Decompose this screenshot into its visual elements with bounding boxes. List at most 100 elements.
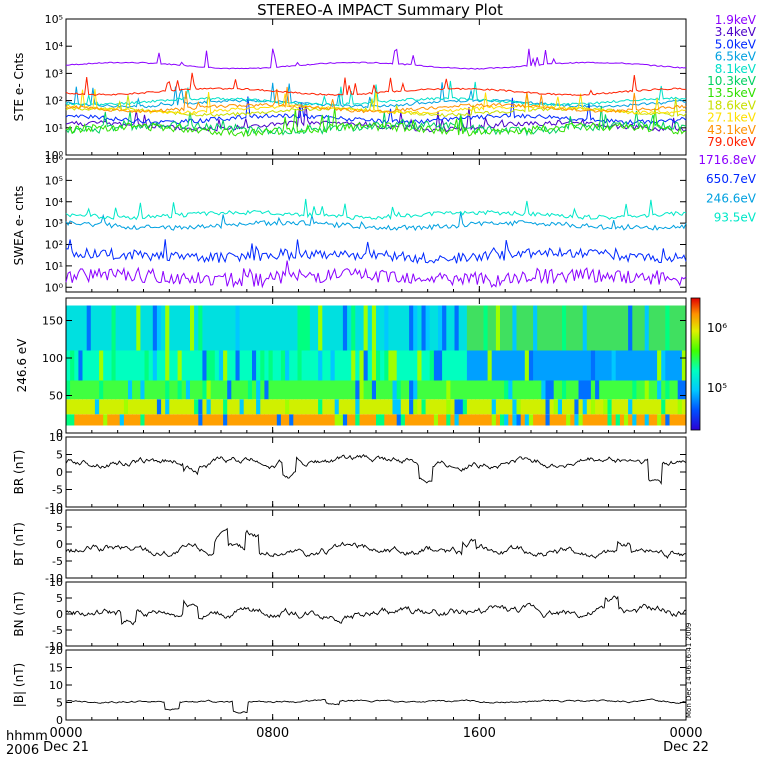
heatmap-cell bbox=[218, 350, 224, 381]
heatmap-cell bbox=[309, 305, 315, 351]
panel-swea: SWEA e- cnts 10⁰ 10¹ 10² 10³ 10⁴ 10⁵ 10⁶ bbox=[12, 153, 687, 294]
heatmap-cell bbox=[446, 399, 451, 415]
heatmap-cell bbox=[570, 305, 575, 351]
heatmap-cell bbox=[293, 305, 298, 351]
heatmap-cell bbox=[665, 414, 670, 426]
heatmap-cell bbox=[483, 414, 489, 426]
heatmap-cell bbox=[347, 399, 352, 415]
heatmap-cell bbox=[181, 414, 187, 426]
heatmap-cell bbox=[66, 380, 71, 400]
heatmap-cell bbox=[475, 350, 480, 381]
heatmap-cell bbox=[252, 305, 257, 351]
heatmap-cell bbox=[384, 380, 389, 400]
heatmap-cell bbox=[636, 414, 641, 426]
heatmap-cell bbox=[351, 350, 356, 381]
heatmap-cell bbox=[235, 399, 241, 415]
heatmap-cell bbox=[82, 305, 88, 351]
heatmap-cell bbox=[388, 414, 393, 426]
heatmap-cell bbox=[223, 399, 228, 415]
heatmap-cell bbox=[334, 350, 340, 381]
heatmap-cell bbox=[681, 380, 687, 400]
heatmap-cell bbox=[392, 305, 398, 351]
heatmap-cell bbox=[252, 414, 257, 426]
heatmap-cell bbox=[318, 350, 323, 381]
heatmap-cell bbox=[388, 350, 393, 381]
heatmap-cell bbox=[115, 414, 121, 426]
heatmap-cell bbox=[384, 399, 389, 415]
heatmap-cell bbox=[400, 414, 406, 426]
heatmap-cell bbox=[590, 380, 596, 400]
y-tick-label: 10⁰ bbox=[45, 149, 64, 162]
heatmap-cell bbox=[657, 399, 662, 415]
heatmap-cell bbox=[256, 399, 261, 415]
heatmap-cell bbox=[342, 380, 348, 400]
heatmap-cell bbox=[657, 414, 662, 426]
y-axis-label: BN (nT) bbox=[12, 591, 26, 636]
heatmap-cell bbox=[107, 414, 112, 426]
heatmap-cell bbox=[280, 399, 286, 415]
heatmap-cell bbox=[326, 414, 331, 426]
panel-frame bbox=[65, 649, 687, 721]
heatmap-cell bbox=[260, 380, 265, 400]
heatmap-cell bbox=[533, 414, 538, 426]
heatmap-cell bbox=[491, 350, 497, 381]
heatmap-cell bbox=[152, 380, 158, 400]
heatmap-cell bbox=[491, 305, 497, 351]
heatmap-cell bbox=[239, 350, 245, 381]
heatmap-cell bbox=[537, 399, 542, 415]
heatmap-cell bbox=[624, 305, 629, 351]
heatmap-cell bbox=[590, 305, 596, 351]
heatmap-cell bbox=[285, 380, 290, 400]
heatmap-cell bbox=[438, 380, 443, 400]
heatmap-cell bbox=[94, 380, 100, 400]
heatmap-cell bbox=[247, 399, 253, 415]
heatmap-cell bbox=[289, 350, 294, 381]
heatmap-cell bbox=[235, 350, 241, 381]
heatmap-cell bbox=[483, 350, 489, 381]
heatmap-cell bbox=[619, 305, 625, 351]
heatmap-cell bbox=[417, 350, 422, 381]
heatmap-cell bbox=[537, 380, 542, 400]
heatmap-cell bbox=[549, 350, 555, 381]
heatmap-cell bbox=[289, 380, 294, 400]
panel-bmag: |B| (nT) 0 5 10 15 20 bbox=[12, 644, 687, 727]
heatmap-cell bbox=[156, 305, 162, 351]
heatmap-cell bbox=[491, 380, 497, 400]
heatmap-cell bbox=[136, 380, 141, 400]
heatmap-cell bbox=[384, 414, 389, 426]
heatmap-cell bbox=[586, 380, 592, 400]
heatmap-cell bbox=[202, 305, 207, 351]
heatmap-cell bbox=[123, 380, 129, 400]
heatmap-cell bbox=[161, 399, 166, 415]
legend-entry: 650.7eV bbox=[706, 172, 757, 186]
heatmap-cell bbox=[351, 399, 356, 415]
heatmap-cell bbox=[458, 399, 464, 415]
heatmap-cell bbox=[161, 380, 166, 400]
heatmap-cell bbox=[417, 399, 422, 415]
heatmap-cell bbox=[524, 305, 530, 351]
heatmap-cell bbox=[466, 399, 472, 415]
heatmap-cell bbox=[177, 380, 183, 400]
heatmap-cell bbox=[70, 350, 75, 381]
heatmap-cell bbox=[669, 399, 675, 415]
legend-entry: 27.1keV bbox=[707, 111, 757, 125]
heatmap-cell bbox=[289, 399, 294, 415]
series-line bbox=[65, 239, 687, 265]
heatmap-cell bbox=[644, 414, 650, 426]
heatmap-cell bbox=[268, 305, 274, 351]
heatmap-cell bbox=[132, 414, 137, 426]
heatmap-cell bbox=[528, 350, 534, 381]
heatmap-cell bbox=[487, 380, 493, 400]
heatmap-cell bbox=[144, 399, 150, 415]
heatmap-cell bbox=[78, 399, 83, 415]
y-tick-label: -5 bbox=[52, 484, 63, 497]
heatmap-cell bbox=[578, 305, 584, 351]
heatmap-cell bbox=[566, 380, 571, 400]
heatmap-cell bbox=[644, 399, 650, 415]
heatmap-cell bbox=[132, 380, 137, 400]
heatmap-cell bbox=[82, 414, 88, 426]
heatmap-cell bbox=[152, 305, 158, 351]
heatmap-cell bbox=[326, 350, 331, 381]
heatmap-cell bbox=[533, 350, 538, 381]
heatmap-cell bbox=[252, 350, 257, 381]
